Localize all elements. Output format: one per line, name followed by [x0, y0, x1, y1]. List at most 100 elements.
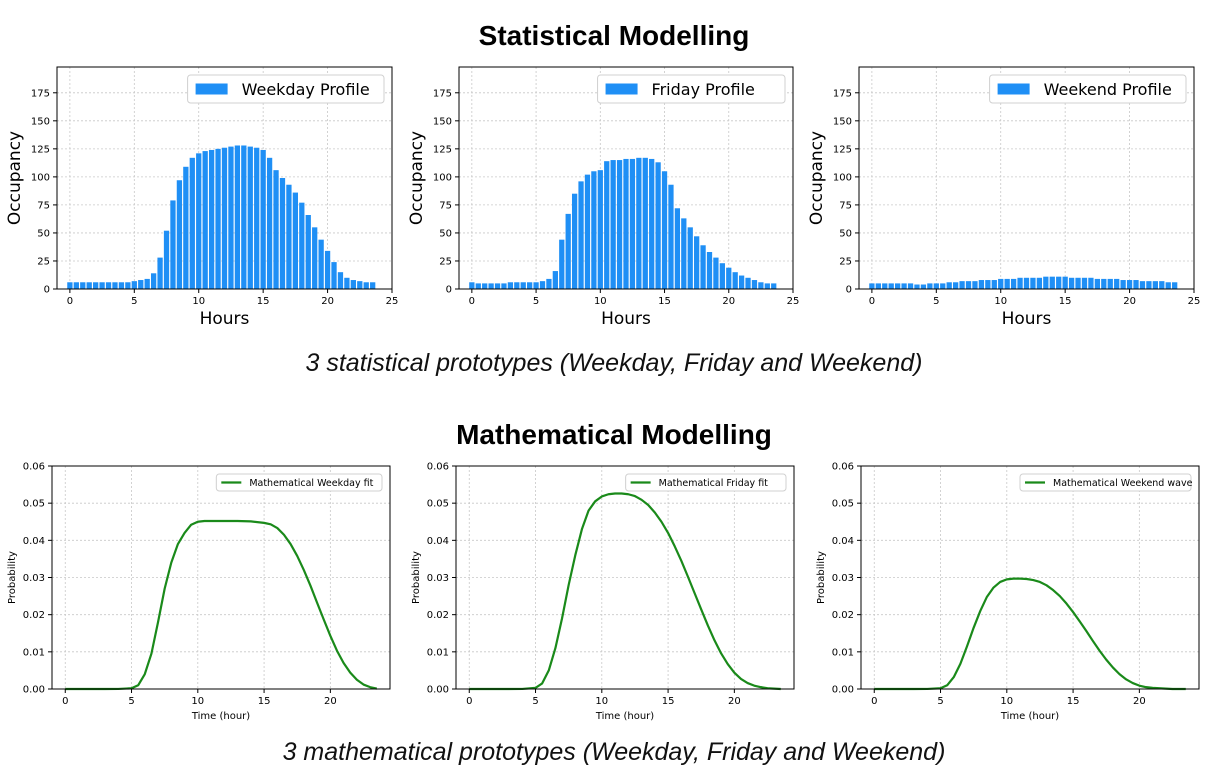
mathematical-section-title: Mathematical Modelling [456, 419, 772, 450]
chart-mathematical-1: 0 5 10 15 20 0.00 0.01 0.02 0.03 0.04 0.05 0.06 Time… [7, 462, 391, 722]
bar [157, 257, 163, 289]
bar [1010, 278, 1017, 289]
bar [118, 282, 125, 289]
bar [655, 162, 661, 289]
y-tick-label: 0.04 [23, 536, 45, 547]
legend-box [989, 74, 1187, 104]
bar [73, 282, 79, 289]
statistical-charts: 0 5 10 15 20 250255075100125150175HoursOccupa… [5, 66, 1200, 329]
bar [86, 282, 92, 289]
bar [706, 252, 713, 289]
series-line [65, 519, 377, 691]
y-axis-label: Probability [816, 551, 827, 604]
bar [254, 147, 260, 289]
bar [1068, 277, 1075, 289]
bar [1126, 280, 1133, 289]
series-line [874, 577, 1186, 691]
bar [1159, 281, 1165, 289]
legend-box [187, 74, 385, 104]
x-tick-label: 5 [131, 296, 137, 307]
bar [208, 149, 215, 289]
bar [286, 184, 292, 289]
bar [331, 262, 337, 289]
y-tick-label: 0.04 [832, 536, 854, 547]
bar [305, 215, 311, 289]
bar [578, 181, 584, 289]
bar [1139, 281, 1146, 289]
bar [668, 184, 674, 289]
series-line [469, 492, 781, 691]
y-tick-label: 0.06 [23, 462, 45, 473]
legend-box [597, 74, 786, 104]
x-tick-label: 15 [257, 296, 270, 307]
x-tick-label: 25 [787, 296, 800, 307]
bar [279, 178, 286, 289]
bar [1101, 278, 1107, 289]
bar [221, 147, 228, 289]
y-tick-label: 150 [833, 116, 852, 127]
bar [507, 282, 514, 289]
bar [952, 282, 959, 289]
bar [985, 280, 991, 289]
bar [370, 282, 376, 289]
bar [972, 281, 978, 289]
bar [196, 153, 202, 289]
bar [1056, 276, 1062, 289]
y-tick-label: 50 [839, 228, 852, 239]
bar [751, 280, 758, 289]
y-axis-label: Occupancy [407, 131, 427, 225]
legend-label: Weekend Profile [1044, 80, 1172, 99]
bar [533, 282, 539, 289]
x-axis-label: Hours [200, 309, 250, 329]
bar [228, 146, 234, 289]
y-tick-label: 75 [839, 200, 852, 211]
x-tick-label: 0 [469, 296, 475, 307]
bar [907, 283, 914, 289]
y-axis-label: Occupancy [807, 131, 827, 225]
y-tick-label: 175 [31, 88, 50, 99]
y-tick-label: 125 [833, 144, 852, 155]
plot-frame [56, 66, 393, 290]
bar [771, 283, 777, 289]
y-tick-label: 75 [37, 200, 50, 211]
y-tick-label: 0.00 [23, 685, 45, 696]
bar [99, 282, 105, 289]
bar [273, 170, 279, 289]
y-axis-label: Probability [411, 551, 422, 604]
legend-box [215, 473, 383, 492]
bar [927, 283, 933, 289]
x-tick-label: 20 [321, 296, 334, 307]
bar [552, 271, 558, 289]
y-tick-label: 125 [433, 144, 452, 155]
x-tick-label: 0 [62, 696, 68, 707]
x-tick-label: 10 [1000, 696, 1013, 707]
plot-frame [458, 66, 794, 290]
x-tick-label: 15 [258, 696, 271, 707]
bar [604, 161, 610, 289]
bar [700, 245, 706, 289]
y-tick-label: 0.05 [23, 499, 45, 510]
bar [661, 171, 668, 289]
bar [914, 284, 920, 289]
bar [694, 236, 700, 289]
bar [266, 157, 273, 289]
bar [636, 157, 642, 289]
bar [350, 280, 356, 289]
legend-swatch [605, 83, 638, 95]
x-tick-label: 20 [728, 696, 741, 707]
bar [170, 200, 176, 289]
y-tick-label: 50 [37, 228, 50, 239]
bar [67, 282, 73, 289]
bar [131, 281, 137, 289]
bar [649, 158, 655, 289]
bar [719, 263, 725, 289]
bar [978, 280, 985, 289]
x-tick-label: 10 [192, 296, 205, 307]
y-tick-label: 175 [833, 88, 852, 99]
bar [163, 230, 170, 289]
bar [1165, 282, 1171, 289]
y-tick-label: 0.00 [427, 685, 449, 696]
bar [1107, 278, 1113, 289]
bar [93, 282, 99, 289]
